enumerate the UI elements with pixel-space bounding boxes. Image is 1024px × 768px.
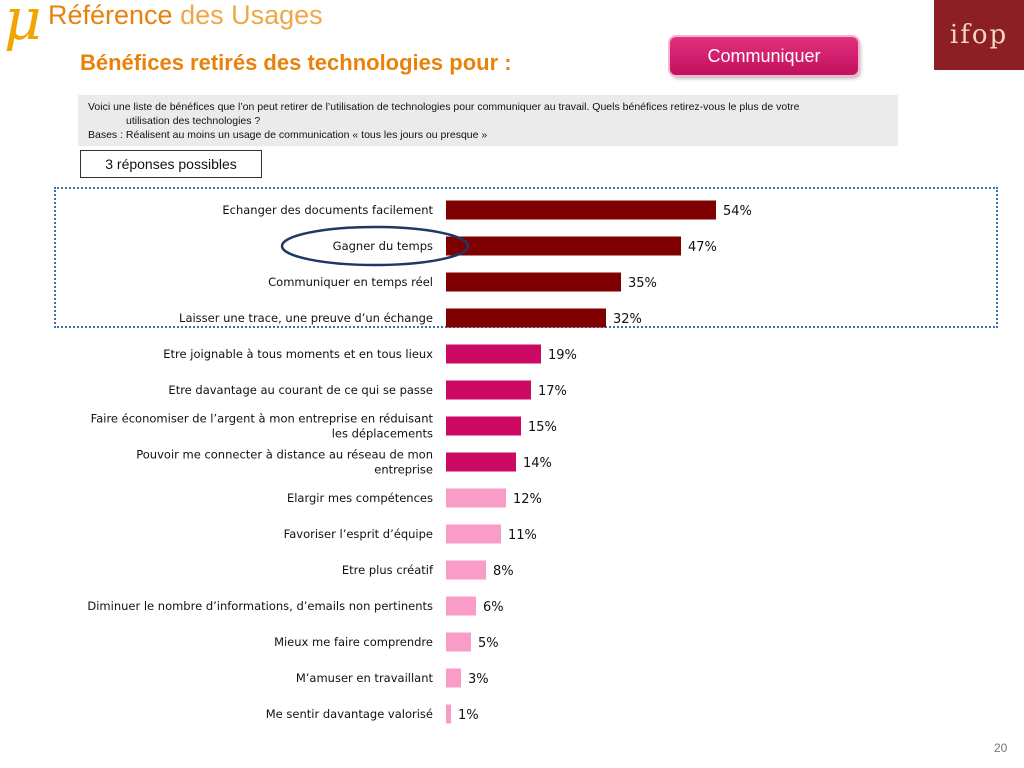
page-number: 20 [994, 741, 1008, 755]
value-label: 32% [613, 312, 642, 327]
category-label: Etre plus créatif [342, 563, 434, 577]
value-label: 8% [493, 564, 514, 579]
category-label: Etre joignable à tous moments et en tous… [163, 347, 433, 361]
value-label: 54% [723, 204, 752, 219]
bar [446, 272, 621, 292]
category-label: entreprise [374, 463, 433, 477]
category-label: Me sentir davantage valorisé [266, 707, 433, 721]
category-label: Pouvoir me connecter à distance au résea… [136, 448, 433, 462]
bar [446, 560, 486, 580]
value-label: 15% [528, 420, 557, 435]
brand-title: Référence des Usages [48, 2, 323, 29]
value-label: 11% [508, 528, 537, 543]
question-box: Voici une liste de bénéfices que l’on pe… [78, 95, 898, 146]
value-label: 47% [688, 240, 717, 255]
category-label: Echanger des documents facilement [222, 203, 433, 217]
brand-title-light: des Usages [172, 0, 323, 30]
topic-button-communiquer[interactable]: Communiquer [670, 37, 858, 75]
category-label: Mieux me faire comprendre [274, 635, 433, 649]
bar [446, 380, 531, 400]
bar [446, 236, 681, 256]
bar [446, 416, 521, 436]
bases-line: Bases : Réalisent au moins un usage de c… [88, 129, 488, 141]
question-line-2: utilisation des technologies ? [126, 115, 261, 127]
category-label: Favoriser l’esprit d’équipe [284, 527, 433, 541]
slide-title: Bénéfices retirés des technologies pour … [80, 50, 512, 75]
bar [446, 668, 461, 688]
category-label: M’amuser en travaillant [296, 671, 434, 685]
brand-title-bold: Référence [48, 0, 173, 30]
category-label: Etre davantage au courant de ce qui se p… [168, 383, 433, 397]
value-label: 14% [523, 456, 552, 471]
ifop-logo: ifop [934, 0, 1024, 70]
category-label: Faire économiser de l’argent à mon entre… [91, 412, 434, 426]
bar [446, 452, 516, 472]
bar [446, 344, 541, 364]
bar [446, 524, 501, 544]
category-label: Diminuer le nombre d’informations, d’ema… [87, 599, 433, 613]
category-label: les déplacements [332, 427, 433, 441]
value-label: 5% [478, 636, 499, 651]
value-label: 1% [458, 708, 479, 723]
bar [446, 200, 716, 220]
category-label: Communiquer en temps réel [268, 275, 433, 289]
value-label: 3% [468, 672, 489, 687]
bar [446, 632, 471, 652]
question-line-1: Voici une liste de bénéfices que l’on pe… [88, 101, 800, 113]
ifop-logo-text: ifop [949, 20, 1009, 50]
category-label: Laisser une trace, une preuve d’un échan… [179, 311, 433, 325]
category-label: Elargir mes compétences [287, 491, 433, 505]
bar [446, 308, 606, 328]
bar [446, 596, 476, 616]
value-label: 19% [548, 348, 577, 363]
highlight-circle [280, 225, 470, 267]
bar [446, 704, 451, 724]
value-label: 6% [483, 600, 504, 615]
value-label: 35% [628, 276, 657, 291]
brand-mu-glyph: μ [4, 0, 42, 53]
answers-note: 3 réponses possibles [80, 150, 262, 178]
bar [446, 488, 506, 508]
value-label: 12% [513, 492, 542, 507]
value-label: 17% [538, 384, 567, 399]
category-label: Gagner du temps [333, 239, 433, 253]
